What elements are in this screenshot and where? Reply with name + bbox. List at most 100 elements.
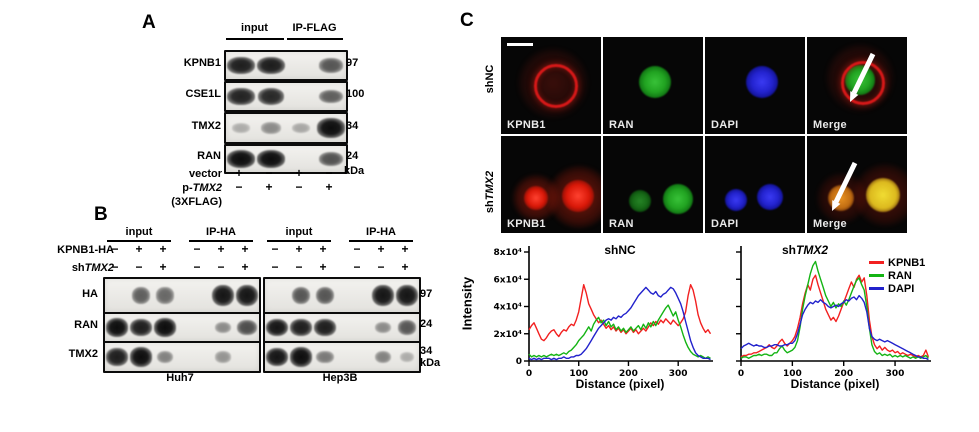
header-underline bbox=[287, 38, 343, 40]
svg-text:8x10⁴: 8x10⁴ bbox=[493, 248, 522, 258]
cell-nucleus bbox=[639, 66, 671, 98]
condition-signs-p-tmx2: − + − + bbox=[235, 180, 333, 194]
channel-label: KPNB1 bbox=[507, 218, 546, 230]
kda-label: kDa bbox=[420, 357, 441, 369]
header-underline bbox=[226, 38, 284, 40]
legend-item-kpnb1: KPNB1 bbox=[869, 256, 925, 269]
channel-label: RAN bbox=[609, 218, 634, 230]
legend-line-blue bbox=[869, 287, 884, 290]
blot-row-label-tmx2: TMX2 bbox=[191, 120, 221, 132]
chart-legend: KPNB1 RAN DAPI bbox=[869, 256, 925, 295]
cell-nucleus bbox=[746, 66, 778, 98]
mw-marker-97: 97 bbox=[420, 288, 433, 300]
if-tile-shnc-kpnb1: KPNB1 bbox=[501, 37, 601, 134]
huh7-ha-blot bbox=[103, 277, 261, 314]
channel-label: Merge bbox=[813, 119, 847, 131]
hep3b-tmx2-blot bbox=[263, 341, 421, 373]
panel-b-label: B bbox=[94, 204, 108, 225]
svg-text:300: 300 bbox=[886, 369, 905, 379]
panel-b-huh7-header-ipha: IP-HA bbox=[206, 226, 236, 238]
cell-nucleus bbox=[866, 178, 900, 212]
panel-a-header-ipflag: IP-FLAG bbox=[292, 22, 337, 34]
huh7-tmx2-blot bbox=[103, 341, 261, 373]
if-tile-shtmx2-dapi: DAPI bbox=[705, 136, 805, 233]
mw-marker-97: 97 bbox=[346, 57, 359, 69]
mw-marker-100: 100 bbox=[346, 88, 365, 100]
hep3b-ha-blot bbox=[263, 277, 421, 314]
line-chart-shnc: 0 2x10⁴ 4x10⁴ 6x10⁴ 8x10⁴ 0 100 200 300 bbox=[493, 246, 713, 379]
if-tile-shtmx2-merge: Merge bbox=[807, 136, 907, 233]
svg-text:200: 200 bbox=[834, 369, 853, 379]
hep3b-shtmx2-signs: − − + − − + bbox=[271, 260, 409, 274]
cell-nucleus bbox=[629, 190, 651, 212]
hep3b-ran-blot bbox=[263, 312, 421, 343]
cell-nucleus bbox=[524, 186, 548, 210]
header-underline bbox=[349, 240, 413, 242]
western-blot-tmx2 bbox=[224, 112, 348, 144]
blot-row-label-tmx2: TMX2 bbox=[68, 348, 98, 360]
cell-nucleus bbox=[757, 184, 783, 210]
arrow-icon bbox=[850, 52, 876, 102]
x-axis-label-right: Distance (pixel) bbox=[790, 377, 880, 391]
svg-text:200: 200 bbox=[619, 369, 638, 379]
x-axis-label-left: Distance (pixel) bbox=[575, 377, 665, 391]
blot-row-label-ha: HA bbox=[82, 288, 98, 300]
if-tile-shnc-merge: Merge bbox=[807, 37, 907, 134]
if-tile-shnc-dapi: DAPI bbox=[705, 37, 805, 134]
channel-label: DAPI bbox=[711, 218, 739, 230]
header-underline bbox=[189, 240, 253, 242]
header-underline bbox=[107, 240, 171, 242]
chart-title-shtmx2: shTMX2 bbox=[781, 243, 829, 257]
svg-text:6x10⁴: 6x10⁴ bbox=[493, 275, 522, 285]
blot-row-label-ran: RAN bbox=[197, 150, 221, 162]
huh7-ran-blot bbox=[103, 312, 261, 343]
svg-text:2x10⁴: 2x10⁴ bbox=[493, 330, 522, 340]
arrow-icon bbox=[832, 161, 858, 211]
svg-text:0: 0 bbox=[738, 369, 744, 379]
channel-label: KPNB1 bbox=[507, 119, 546, 131]
line-chart-shtmx2: 0 100 200 300 bbox=[736, 246, 931, 379]
cell-nucleus bbox=[562, 180, 594, 212]
chart-title-shnc: shNC bbox=[604, 243, 636, 257]
mw-marker-24: 24 bbox=[346, 150, 359, 162]
panel-a-header-input: input bbox=[241, 22, 268, 34]
blot-row-label-cse1l: CSE1L bbox=[185, 88, 221, 100]
western-blot-cse1l bbox=[224, 81, 348, 112]
row-label-shnc: shNC bbox=[484, 64, 496, 94]
header-underline bbox=[267, 240, 331, 242]
channel-label: Merge bbox=[813, 218, 847, 230]
western-blot-kpnb1 bbox=[224, 50, 348, 81]
nuclear-envelope-ring bbox=[841, 61, 885, 105]
if-tile-shnc-ran: RAN bbox=[603, 37, 703, 134]
panel-c-label: C bbox=[460, 10, 474, 31]
condition-label-p-tmx2: p-TMX2 bbox=[182, 182, 222, 194]
svg-text:100: 100 bbox=[783, 369, 802, 379]
nuclear-envelope-ring bbox=[534, 64, 578, 108]
western-blot-ran bbox=[224, 144, 348, 174]
svg-text:4x10⁴: 4x10⁴ bbox=[493, 303, 522, 313]
panel-b-huh7-header-input: input bbox=[125, 226, 153, 238]
condition-signs-vector: + − + − bbox=[235, 166, 333, 180]
huh7-kpnb1ha-signs: − + + − + + bbox=[111, 242, 249, 256]
blot-row-label-kpnb1: KPNB1 bbox=[183, 57, 221, 69]
condition-label-shtmx2: shTMX2 bbox=[71, 262, 114, 274]
svg-text:0: 0 bbox=[516, 357, 522, 367]
cellline-label-hep3b: Hep3B bbox=[322, 372, 358, 384]
svg-text:300: 300 bbox=[669, 369, 688, 379]
cell-nucleus bbox=[663, 184, 693, 214]
blot-row-label-ran: RAN bbox=[74, 319, 98, 331]
huh7-shtmx2-signs: − − + − − + bbox=[111, 260, 249, 274]
kda-label: kDa bbox=[344, 165, 365, 177]
if-tile-shtmx2-ran: RAN bbox=[603, 136, 703, 233]
mw-marker-34: 34 bbox=[346, 120, 359, 132]
if-tile-shtmx2-kpnb1: KPNB1 bbox=[501, 136, 601, 233]
mw-marker-24: 24 bbox=[420, 318, 433, 330]
channel-label: RAN bbox=[609, 119, 634, 131]
panel-b-hep3b-header-ipha: IP-HA bbox=[366, 226, 396, 238]
mw-marker-34: 34 bbox=[420, 345, 433, 357]
condition-label-kpnb1-ha: KPNB1-HA bbox=[57, 244, 114, 256]
legend-item-dapi: DAPI bbox=[869, 282, 925, 295]
legend-line-red bbox=[869, 261, 884, 264]
hep3b-kpnb1ha-signs: − + + − + + bbox=[271, 242, 409, 256]
